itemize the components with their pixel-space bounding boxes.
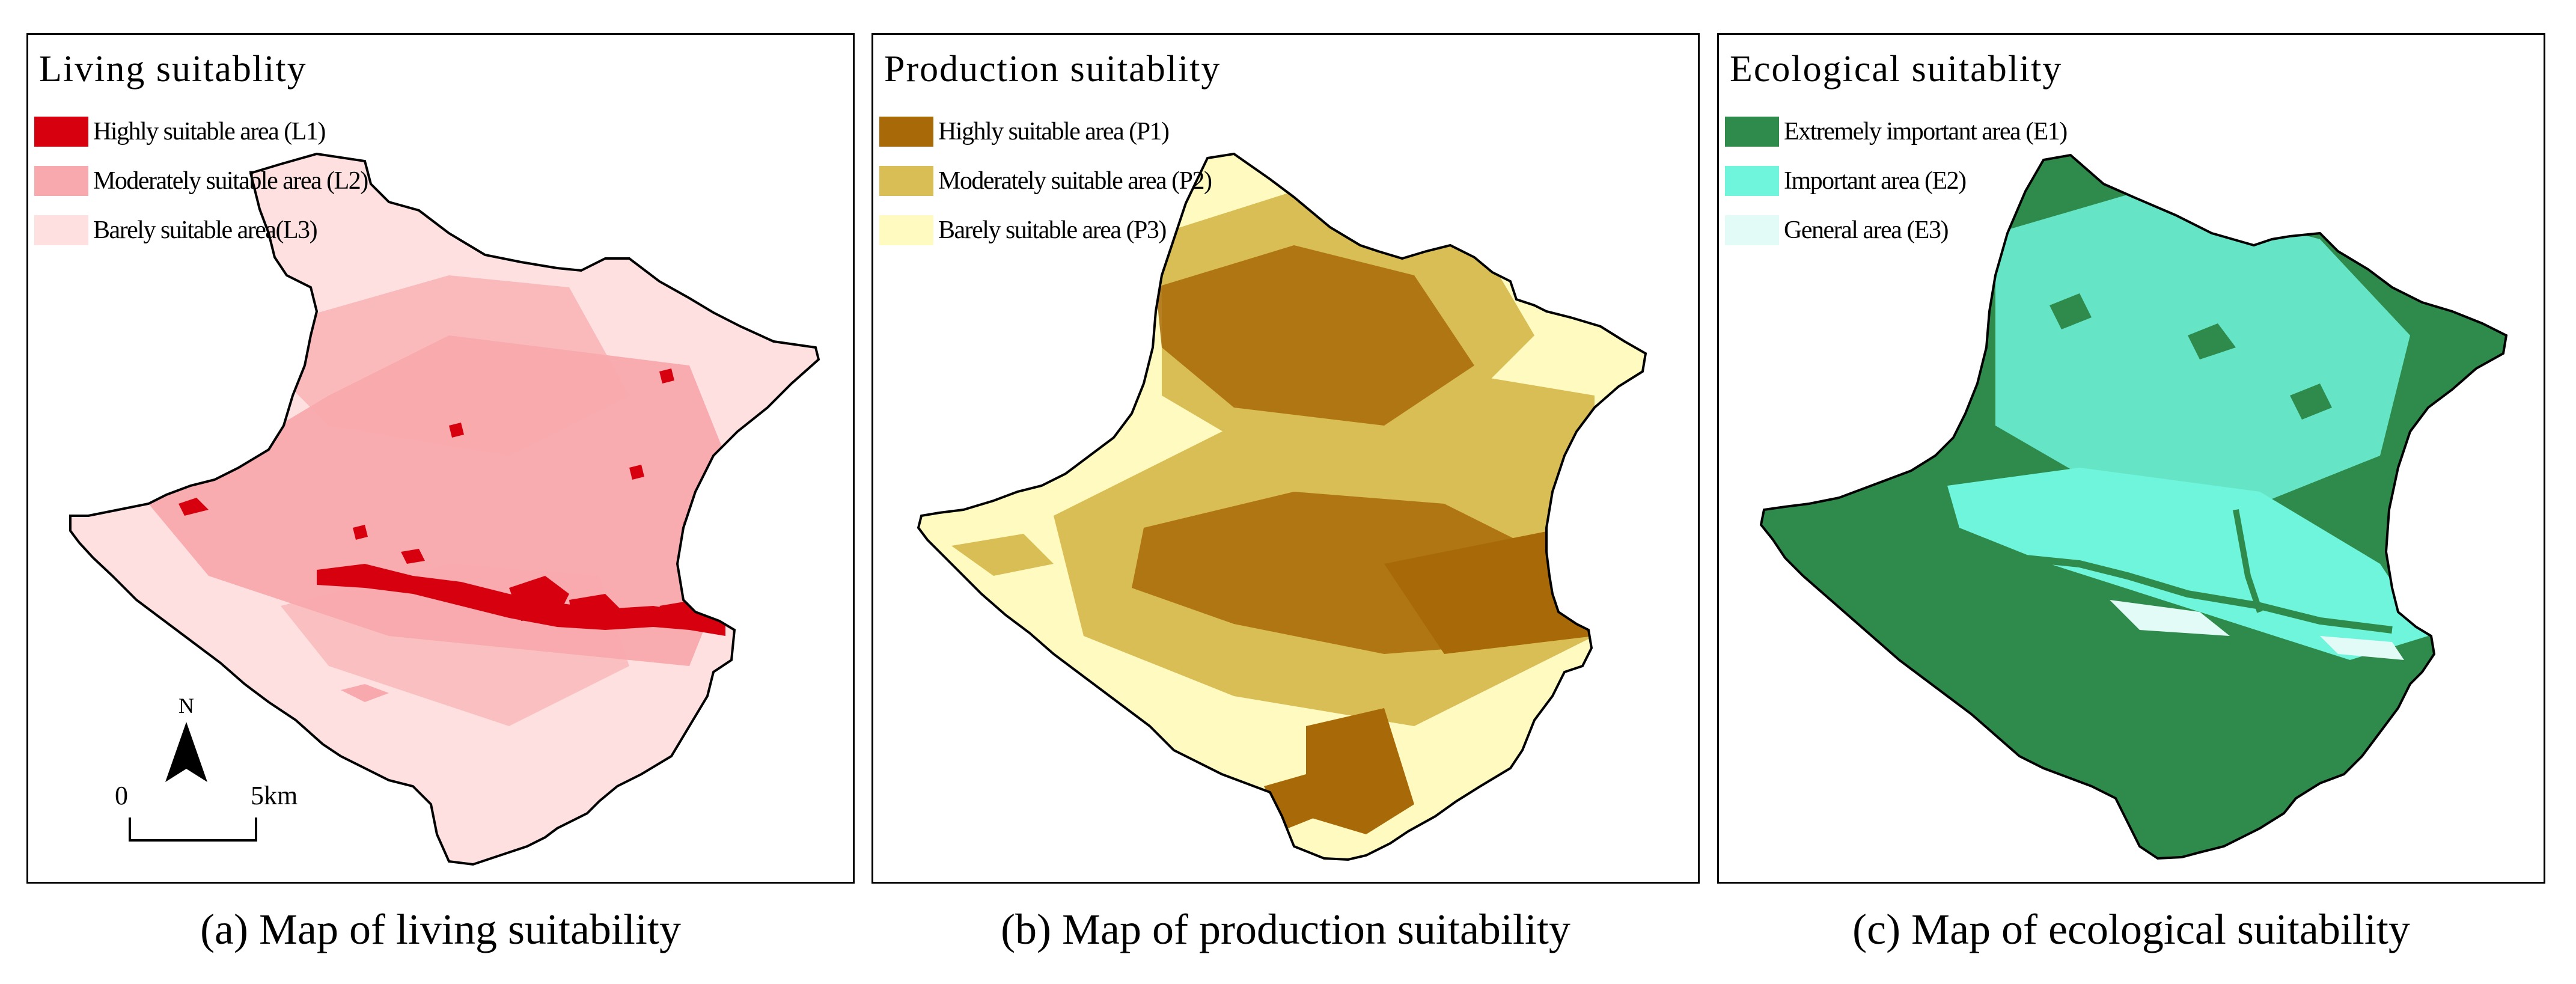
production-suitability-map <box>917 153 1647 861</box>
swatch-p2 <box>879 166 933 196</box>
living-suitability-map-panel: Living suitablity Highly suitable area (… <box>26 33 855 884</box>
swatch-l3 <box>34 215 88 245</box>
living-suitability-map <box>69 153 820 866</box>
ecological-suitability-map <box>1760 154 2507 860</box>
ecological-suitability-map-panel: Ecological suitablity Extremely importan… <box>1717 33 2545 884</box>
legend-label-p2: Moderately suitable area (P2) <box>938 167 1212 195</box>
swatch-l1 <box>34 117 88 147</box>
caption-ecological: (c) Map of ecological suitability <box>1852 905 2410 953</box>
swatch-e1 <box>1725 117 1779 147</box>
legend-item-e1: Extremely important area (E1) <box>1725 107 2068 156</box>
legend-item-p2: Moderately suitable area (P2) <box>879 156 1212 206</box>
legend-item-l3: Barely suitable area(L3) <box>34 206 368 255</box>
caption-living: (a) Map of living suitability <box>200 905 681 953</box>
legend-label-p3: Barely suitable area (P3) <box>938 216 1167 244</box>
legend-label-e2: Important area (E2) <box>1784 167 1967 195</box>
legend-item-l2: Moderately suitable area (L2) <box>34 156 368 206</box>
legend-item-l1: Highly suitable area (L1) <box>34 107 368 156</box>
production-legend: Highly suitable area (P1) Moderately sui… <box>879 107 1212 255</box>
legend-item-e3: General area (E3) <box>1725 206 2067 255</box>
legend-label-l1: Highly suitable area (L1) <box>93 118 326 145</box>
legend-label-l3: Barely suitable area(L3) <box>93 216 318 244</box>
swatch-p1 <box>879 117 933 147</box>
legend-label-l2: Moderately suitable area (L2) <box>93 167 368 195</box>
legend-item-p3: Barely suitable area (P3) <box>879 206 1211 255</box>
scale-end-label: 5km <box>251 781 298 810</box>
legend-item-e2: Important area (E2) <box>1725 156 2067 206</box>
scale-bar: 0 5km <box>100 780 298 876</box>
north-arrow: N <box>165 693 207 785</box>
north-label: N <box>179 694 194 718</box>
ecological-map-title: Ecological suitablity <box>1730 49 2063 90</box>
scale-bar-line <box>129 817 257 842</box>
legend-item-p1: Highly suitable area (P1) <box>879 107 1211 156</box>
legend-label-p1: Highly suitable area (P1) <box>938 118 1170 145</box>
living-legend: Highly suitable area (L1) Moderately sui… <box>34 107 368 255</box>
caption-production: (b) Map of production suitability <box>1001 905 1570 953</box>
living-map-title: Living suitablity <box>39 49 307 90</box>
legend-label-e3: General area (E3) <box>1784 216 1949 244</box>
swatch-e2 <box>1725 166 1779 196</box>
north-arrow-icon <box>165 722 207 782</box>
legend-label-e1: Extremely important area (E1) <box>1784 118 2068 145</box>
swatch-l2 <box>34 166 88 196</box>
production-suitability-map-panel: Production suitablity Highly suitable ar… <box>871 33 1700 884</box>
ecological-legend: Extremely important area (E1) Important … <box>1725 107 2068 255</box>
production-map-title: Production suitablity <box>884 49 1221 90</box>
swatch-e3 <box>1725 215 1779 245</box>
scale-start-label: 0 <box>115 781 128 810</box>
swatch-p3 <box>879 215 933 245</box>
